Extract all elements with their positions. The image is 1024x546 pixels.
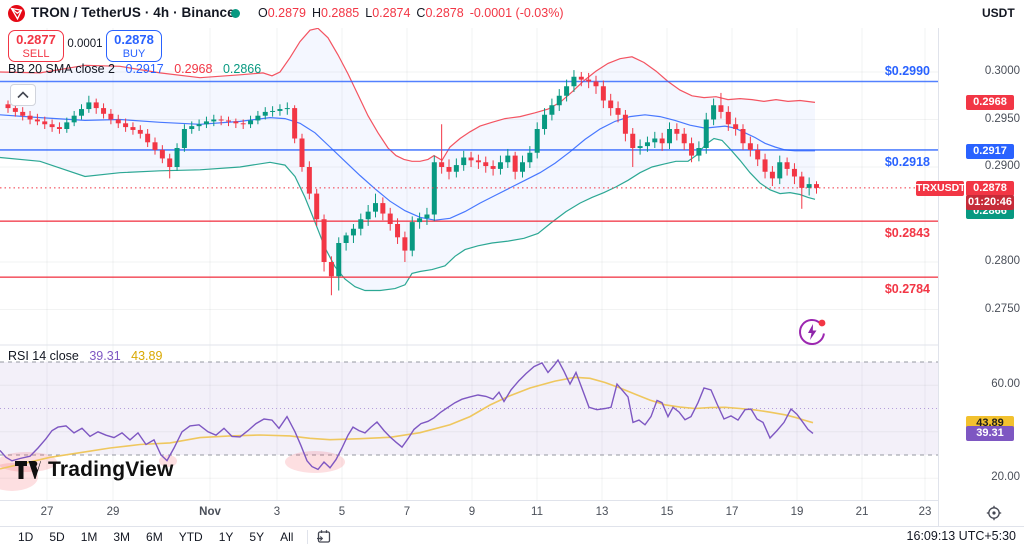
low-label: L [365, 6, 373, 20]
buy-price: 0.2878 [114, 32, 154, 47]
calendar-icon [317, 530, 331, 543]
rsi-line [0, 358, 814, 471]
market-status-dot-icon[interactable] [231, 9, 240, 18]
high-label: H [311, 6, 321, 20]
price-tick-label: 0.2950 [984, 112, 1020, 125]
date-tick-label: 15 [660, 506, 674, 518]
bar-countdown-badge: 01:20:46 [966, 194, 1014, 210]
tradingview-watermark: TradingView [14, 458, 174, 482]
bb-sma-value: 0.2917 [125, 62, 164, 76]
time-axis[interactable] [0, 500, 938, 527]
date-tick-label: 7 [403, 506, 411, 518]
sell-price: 0.2877 [16, 32, 56, 47]
range-button-1y[interactable]: 1Y [218, 529, 234, 544]
price-level-label: $0.2918 [884, 154, 930, 169]
range-button-all[interactable]: All [280, 529, 294, 544]
high-value: 0.2885 [321, 6, 360, 20]
quote-currency-label: USDT [982, 6, 1015, 20]
rsi-scale-badge: 39.31 [966, 426, 1014, 442]
sell-label: SELL [22, 47, 50, 60]
range-buttons: 1D 5D 1M 3M 6M YTD 1Y 5Y All [10, 529, 301, 545]
buy-button[interactable]: 0.2878 BUY [106, 30, 162, 62]
price-tick-label: 0.3000 [984, 65, 1020, 77]
symbol-title[interactable]: TRON / TetherUS · 4h · Binance [31, 5, 235, 20]
date-tick-label: 23 [918, 506, 932, 518]
date-tick-label: 29 [106, 506, 120, 518]
date-tick-label: 17 [725, 506, 739, 518]
rsi-legend-title: RSI 14 close [8, 349, 79, 363]
change-value: -0.0001 (-0.03%) [469, 6, 564, 20]
ohlc-values: O0.2879 H0.2885 L0.2874 C0.2878 -0.0001 (-0.… [258, 6, 570, 20]
collapse-pane-button[interactable] [10, 84, 36, 106]
tron-logo-icon [8, 5, 25, 22]
date-tick-label: 9 [468, 506, 476, 518]
range-button-1d[interactable]: 1D [18, 529, 34, 544]
price-level-label: $0.2990 [884, 63, 930, 78]
price-tick-label: 0.2750 [984, 302, 1020, 315]
instant-trading-lightning-icon[interactable] [797, 316, 831, 348]
go-to-date-button[interactable] [316, 529, 332, 544]
bb-fill [0, 28, 815, 291]
chevron-up-icon [17, 91, 29, 99]
rsi-value: 39.31 [89, 349, 121, 363]
toolbar-divider [307, 529, 309, 544]
clock-timezone-label[interactable]: 16:09:13 UTC+5:30 [906, 529, 1016, 543]
open-label: O [258, 6, 268, 20]
bb-indicator-legend[interactable]: BB 20 SMA close 2 0.2917 0.2968 0.2866 [8, 62, 261, 76]
rsi-ma-value: 43.89 [131, 349, 163, 363]
bb-lower-line [0, 137, 816, 292]
rsi-ma-line [0, 376, 814, 470]
price-scale-badge: 0.2968 [966, 95, 1014, 111]
range-button-5d[interactable]: 5D [49, 529, 65, 544]
bb-lower-value: 0.2866 [222, 62, 262, 76]
spread-value: 0.0001 [67, 38, 103, 50]
range-button-6m[interactable]: 6M [146, 529, 163, 544]
bb-upper-line [0, 28, 816, 162]
close-label: C [416, 6, 426, 20]
date-tick-label: 27 [40, 506, 54, 518]
price-level-label: $0.2784 [884, 282, 930, 297]
range-button-5y[interactable]: 5Y [249, 529, 265, 544]
date-tick-label: 19 [790, 506, 804, 518]
price-scale-badge: 0.2917 [966, 143, 1014, 159]
watermark-text: TradingView [48, 458, 174, 481]
low-value: 0.2874 [372, 6, 411, 20]
range-toolbar: 1D 5D 1M 3M 6M YTD 1Y 5Y All [0, 526, 1024, 546]
range-button-3m[interactable]: 3M [113, 529, 131, 544]
bb-upper-value: 0.2968 [174, 62, 213, 76]
candles-layer [5, 70, 819, 296]
date-tick-label: 3 [273, 506, 281, 518]
date-tick-label: 21 [855, 506, 869, 518]
last-price-badge: 0.2878 [966, 180, 1014, 196]
price-scale[interactable] [938, 28, 1024, 526]
buy-label: BUY [122, 47, 146, 60]
open-value: 0.2879 [267, 6, 306, 20]
close-value: 0.2878 [425, 6, 464, 20]
range-button-ytd[interactable]: YTD [178, 529, 203, 544]
date-tick-label: 11 [531, 506, 543, 518]
chart-header: TRON / TetherUS · 4h · Binance O0.2879 H0… [0, 0, 1024, 28]
rsi-tick-label: 60.00 [991, 378, 1020, 391]
rsi-tick-label: 20.00 [991, 471, 1020, 484]
date-tick-label: 13 [595, 506, 609, 518]
last-price-symbol-tag: TRXUSDT [916, 180, 966, 196]
price-level-label: $0.2843 [884, 226, 930, 241]
rsi-indicator-legend[interactable]: RSI 14 close 39.31 43.89 [8, 349, 162, 363]
date-tick-label: Nov [199, 506, 221, 518]
range-button-1m[interactable]: 1M [80, 529, 98, 544]
price-tick-label: 0.2800 [984, 255, 1020, 267]
rsi-band [0, 361, 938, 456]
chart-canvas[interactable] [0, 28, 938, 500]
axis-settings-gear-icon[interactable] [986, 505, 1002, 521]
price-tick-label: 0.2900 [984, 160, 1020, 172]
date-tick-label: 5 [338, 506, 346, 518]
tradingview-logo-icon [15, 461, 41, 479]
sell-button[interactable]: 0.2877 SELL [8, 30, 64, 62]
bb-legend-title: BB 20 SMA close 2 [8, 62, 116, 76]
